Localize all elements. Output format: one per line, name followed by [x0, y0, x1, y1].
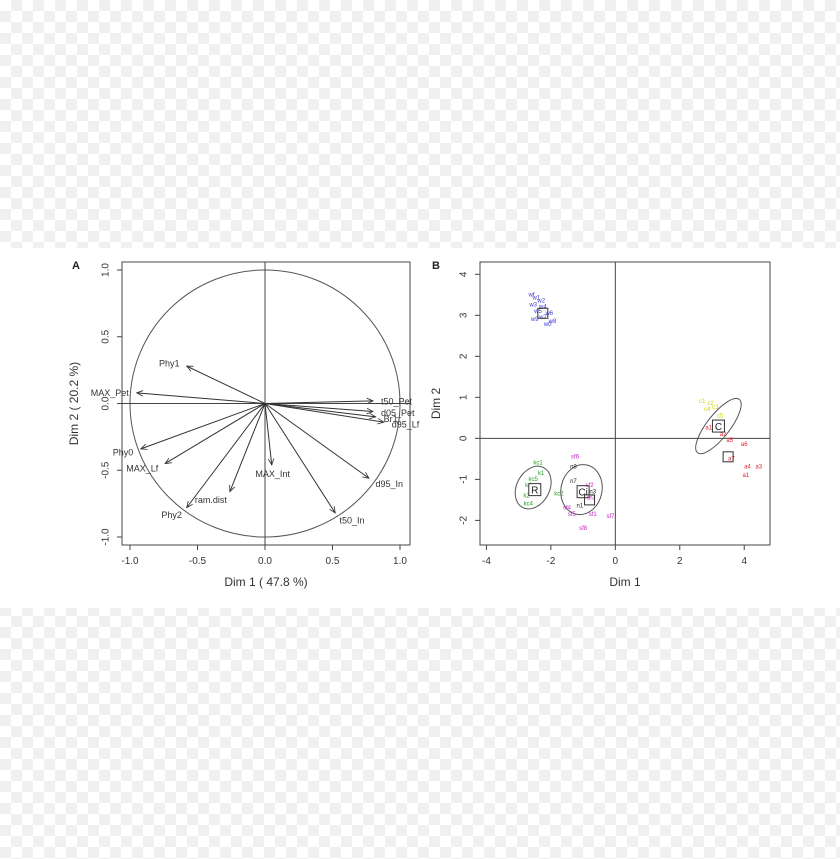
variable-label: d95_In	[375, 479, 403, 489]
individual-point-label: sf4	[563, 506, 572, 512]
a-x-tick-label: 1.0	[393, 556, 407, 567]
individual-point-label: w0	[543, 322, 552, 328]
variable-label: t50_Pet	[381, 397, 413, 407]
individual-point-label: k1	[538, 471, 545, 477]
individual-point-label: c1	[699, 399, 706, 405]
a-x-tick-label: 0.0	[258, 556, 272, 567]
variable-label: Phy2	[161, 510, 182, 520]
variable-label: MAX_Int	[255, 469, 290, 479]
individual-point-label: w3	[528, 303, 537, 309]
variable-arrow	[265, 404, 384, 423]
variable-arrow	[265, 404, 335, 513]
individual-point-label: kc2	[554, 491, 564, 497]
variable-label: Phy1	[159, 359, 180, 369]
individual-point-label: sf1	[589, 512, 598, 518]
b-y-tick-label: -1	[459, 474, 470, 483]
individual-point-label: n3	[589, 489, 596, 495]
individual-point-label: sf8	[579, 526, 588, 532]
individual-point-label: a4	[744, 465, 751, 471]
variable-label: ram.dist	[195, 495, 228, 505]
individual-point-label: n7	[570, 479, 577, 485]
b-y-axis-label: Dim 2	[429, 388, 443, 420]
variable-arrow	[165, 404, 265, 464]
individual-point-label: kc5	[528, 477, 538, 483]
a-x-tick-label: -0.5	[189, 556, 207, 567]
figure-panel: A -1.0 -0.5 0.0 0.5 1.0 -1.0 -0.5 0.0 0.5 1.0 Dim 1…	[0, 248, 840, 608]
individual-point-label: n1	[577, 504, 584, 510]
a-y-tick-label: 0.5	[101, 329, 112, 343]
individual-point-label: n8	[570, 465, 577, 471]
b-y-tick-label: 0	[459, 435, 470, 441]
a-y-tick-label: 1.0	[101, 263, 112, 277]
individual-point-label: sf5	[568, 512, 577, 518]
b-x-tick-label: 2	[677, 556, 683, 567]
b-x-tick-label: -2	[546, 556, 555, 567]
individual-point-label: kc1	[533, 461, 543, 467]
panel-b-label: B	[432, 260, 440, 272]
panel-a-label: A	[72, 260, 80, 272]
a-y-tick-label: -0.5	[101, 461, 112, 479]
group-center-label: R	[531, 486, 538, 497]
individual-point-label: a2	[720, 432, 727, 438]
b-x-tick-label: 4	[741, 556, 747, 567]
individual-point-label: a3	[755, 465, 762, 471]
variable-arrow	[187, 404, 265, 508]
individual-point-label: sf7	[606, 514, 615, 520]
b-y-tick-label: -2	[459, 516, 470, 525]
b-x-tick-label: 0	[613, 556, 619, 567]
variable-label: d95_Lf	[392, 419, 420, 429]
individual-point-label: c3	[712, 405, 719, 411]
b-x-axis-label: Dim 1	[609, 575, 641, 589]
b-x-tick-label: -4	[482, 556, 491, 567]
individual-point-label: a1	[705, 426, 712, 432]
a-y-tick-label: -1.0	[101, 528, 112, 546]
variable-label: t50_In	[340, 516, 365, 526]
b-y-tick-label: 1	[459, 394, 470, 400]
individual-point-label: c4	[704, 407, 711, 413]
individual-point-label: a1	[742, 473, 749, 479]
individual-point-label: a5	[726, 438, 733, 444]
individual-point-label: sf2	[586, 483, 595, 489]
b-y-tick-label: 4	[459, 271, 470, 277]
individual-point-label: kc4	[524, 502, 534, 508]
variable-label: MAX_Pet	[91, 388, 130, 398]
b-y-tick-label: 3	[459, 312, 470, 318]
a-x-tick-label: 0.5	[326, 556, 340, 567]
individual-point-label: sf6	[571, 454, 580, 460]
individual-point-label: c5	[717, 413, 724, 419]
variable-arrow	[141, 404, 265, 449]
variable-label: Phy0	[113, 448, 134, 458]
a-x-axis-label: Dim 1 ( 47.8 %)	[224, 575, 307, 589]
a-y-tick-label: 0.0	[101, 396, 112, 410]
a-x-tick-label: -1.0	[121, 556, 139, 567]
individual-point-label: w2	[536, 299, 545, 305]
b-y-tick-label: 2	[459, 353, 470, 359]
a-y-axis-label: Dim 2 ( 20.2 %)	[67, 362, 81, 445]
variable-arrow	[265, 404, 369, 479]
variable-label: MAX_Lf	[126, 464, 159, 474]
figure-svg: A -1.0 -0.5 0.0 0.5 1.0 -1.0 -0.5 0.0 0.5 1.0 Dim 1…	[0, 248, 840, 608]
individual-point-label: a6	[741, 442, 748, 448]
